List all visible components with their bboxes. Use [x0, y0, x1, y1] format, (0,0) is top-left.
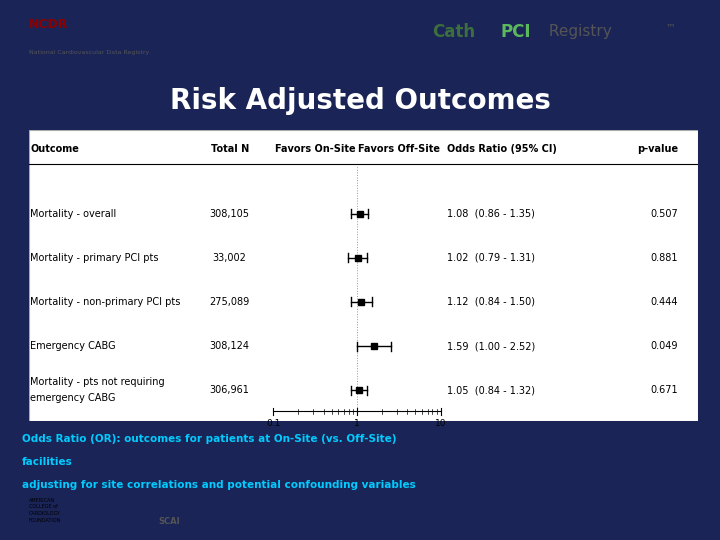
Text: 0.507: 0.507 [651, 208, 678, 219]
Text: 0.671: 0.671 [651, 385, 678, 395]
Text: 1.12  (0.84 - 1.50): 1.12 (0.84 - 1.50) [447, 297, 535, 307]
Text: Registry: Registry [544, 24, 611, 39]
Text: AMERICAN
COLLEGE of
CARDIOLOGY
FOUNDATION: AMERICAN COLLEGE of CARDIOLOGY FOUNDATIO… [29, 498, 61, 523]
Text: Risk Adjusted Outcomes: Risk Adjusted Outcomes [170, 87, 550, 115]
Text: 1.08  (0.86 - 1.35): 1.08 (0.86 - 1.35) [447, 208, 535, 219]
Text: Cath: Cath [432, 23, 475, 40]
Text: Mortality - pts not requiring: Mortality - pts not requiring [30, 377, 165, 387]
Text: Mortality - non-primary PCI pts: Mortality - non-primary PCI pts [30, 297, 181, 307]
Text: Favors On-Site: Favors On-Site [275, 145, 356, 154]
Text: 10: 10 [435, 420, 446, 428]
Text: Mortality - overall: Mortality - overall [30, 208, 117, 219]
Text: PCI: PCI [500, 23, 531, 40]
Text: 1: 1 [354, 420, 360, 428]
Text: adjusting for site correlations and potential confounding variables: adjusting for site correlations and pote… [22, 480, 415, 490]
Text: emergency CABG: emergency CABG [30, 393, 116, 403]
Text: p-value: p-value [637, 145, 678, 154]
Text: 0.1: 0.1 [266, 420, 280, 428]
Text: Mortality - primary PCI pts: Mortality - primary PCI pts [30, 253, 158, 263]
Text: Emergency CABG: Emergency CABG [30, 341, 116, 351]
Text: NCDR: NCDR [29, 18, 68, 31]
Text: Total N: Total N [210, 145, 249, 154]
Text: facilities: facilities [22, 457, 72, 467]
Text: 0.881: 0.881 [651, 253, 678, 263]
Text: Favors Off-Site: Favors Off-Site [358, 145, 440, 154]
Text: 0.049: 0.049 [651, 341, 678, 351]
Text: National Cardiovascular Data Registry: National Cardiovascular Data Registry [29, 50, 149, 55]
Text: 275,089: 275,089 [210, 297, 250, 307]
Text: 308,105: 308,105 [210, 208, 250, 219]
Text: SCAI: SCAI [158, 517, 180, 525]
Text: Odds Ratio (OR): outcomes for patients at On-Site (vs. Off-Site): Odds Ratio (OR): outcomes for patients a… [22, 434, 396, 444]
Text: 1.59  (1.00 - 2.52): 1.59 (1.00 - 2.52) [447, 341, 536, 351]
Text: 306,961: 306,961 [210, 385, 250, 395]
Text: Outcome: Outcome [30, 145, 79, 154]
Text: 1.02  (0.79 - 1.31): 1.02 (0.79 - 1.31) [447, 253, 535, 263]
Text: Odds Ratio (95% CI): Odds Ratio (95% CI) [447, 145, 557, 154]
Text: 308,124: 308,124 [210, 341, 250, 351]
Text: ™: ™ [666, 22, 676, 32]
Text: 1.05  (0.84 - 1.32): 1.05 (0.84 - 1.32) [447, 385, 535, 395]
Text: 33,002: 33,002 [212, 253, 247, 263]
Text: 0.444: 0.444 [651, 297, 678, 307]
